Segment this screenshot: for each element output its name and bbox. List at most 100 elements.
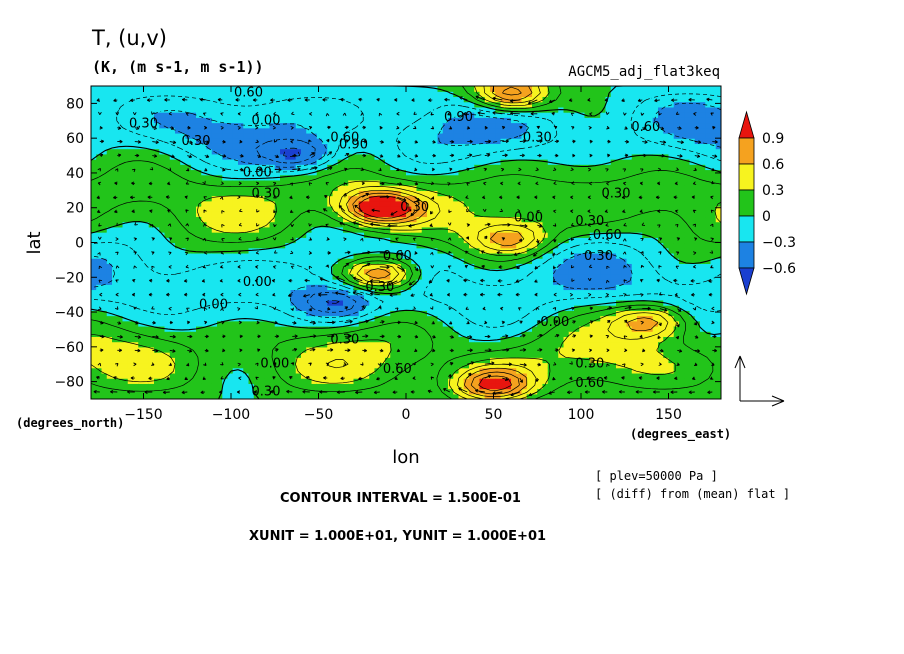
field-cell xyxy=(243,159,250,165)
field-cell xyxy=(358,284,365,291)
field-cell xyxy=(101,132,108,139)
field-cell xyxy=(437,226,444,233)
field-cell xyxy=(222,346,229,353)
field-cell xyxy=(196,91,202,98)
field-cell xyxy=(243,289,250,296)
field-cell xyxy=(264,367,271,374)
field-cell xyxy=(190,372,197,379)
field-cell xyxy=(227,341,234,348)
field-cell xyxy=(101,388,108,395)
field-cell xyxy=(133,331,139,337)
field-cell xyxy=(395,164,402,171)
field-cell xyxy=(442,237,449,244)
field-cell xyxy=(185,195,192,202)
field-cell xyxy=(416,310,423,317)
field-cell xyxy=(369,372,376,379)
field-cell xyxy=(248,252,255,259)
field-cell xyxy=(180,294,187,301)
field-cell xyxy=(385,362,391,369)
field-cell xyxy=(521,310,528,317)
field-cell xyxy=(453,122,460,129)
field-cell xyxy=(206,96,213,103)
field-cell xyxy=(196,185,202,191)
field-cell xyxy=(484,112,491,118)
field-cell xyxy=(112,325,118,332)
field-cell xyxy=(364,143,370,150)
field-cell xyxy=(227,367,234,374)
field-cell xyxy=(322,252,328,259)
field-cell xyxy=(453,378,460,384)
field-cell xyxy=(469,252,475,259)
field-cell xyxy=(469,320,475,327)
field-cell xyxy=(400,336,407,343)
field-cell xyxy=(117,336,124,343)
field-cell xyxy=(190,96,197,103)
field-cell xyxy=(511,226,517,233)
field-cell xyxy=(343,346,349,353)
field-cell xyxy=(311,216,318,223)
field-cell xyxy=(306,211,313,218)
field-cell xyxy=(448,383,454,390)
field-cell xyxy=(427,226,433,233)
field-cell xyxy=(474,138,481,144)
field-cell xyxy=(201,190,208,197)
field-cell xyxy=(311,242,318,249)
field-cell xyxy=(385,336,391,343)
field-cell xyxy=(295,279,302,285)
field-cell xyxy=(432,284,439,291)
field-cell xyxy=(432,247,439,254)
field-cell xyxy=(201,336,208,343)
field-cell xyxy=(390,127,397,134)
field-cell xyxy=(238,336,244,343)
field-cell xyxy=(453,310,460,317)
field-cell xyxy=(379,263,386,270)
field-cell xyxy=(101,138,108,144)
field-cell xyxy=(122,106,129,113)
field-cell xyxy=(453,289,460,296)
field-cell xyxy=(101,247,108,254)
field-cell xyxy=(500,185,507,191)
field-cell xyxy=(421,164,428,171)
field-cell xyxy=(521,96,528,103)
field-cell xyxy=(311,315,318,322)
field-cell xyxy=(364,258,370,264)
field-cell xyxy=(91,325,97,332)
field-cell xyxy=(343,299,349,306)
field-cell xyxy=(180,362,187,369)
field-cell xyxy=(500,179,507,186)
field-cell xyxy=(395,357,402,364)
field-cell xyxy=(332,138,339,144)
field-cell xyxy=(91,143,97,150)
field-cell xyxy=(400,299,407,306)
field-cell xyxy=(159,174,166,181)
field-cell xyxy=(238,200,244,207)
field-cell xyxy=(484,190,491,197)
field-cell xyxy=(259,372,265,379)
field-cell xyxy=(154,200,160,207)
field-cell xyxy=(301,190,307,197)
field-cell xyxy=(469,112,475,118)
field-cell xyxy=(227,185,234,191)
field-cell xyxy=(474,279,481,285)
field-cell xyxy=(521,91,528,98)
field-cell xyxy=(122,393,129,399)
field-cell xyxy=(521,284,528,291)
field-cell xyxy=(274,357,281,364)
field-cell xyxy=(138,174,145,181)
field-cell xyxy=(500,117,507,124)
field-cell xyxy=(369,325,376,332)
field-cell xyxy=(217,372,223,379)
field-cell xyxy=(374,378,381,384)
field-cell xyxy=(122,388,129,395)
field-cell xyxy=(364,159,370,165)
field-cell xyxy=(159,106,166,113)
field-cell xyxy=(322,367,328,374)
field-cell xyxy=(222,383,229,390)
field-cell xyxy=(295,96,302,103)
field-cell xyxy=(280,284,286,291)
field-cell xyxy=(201,388,208,395)
field-cell xyxy=(453,106,460,113)
field-cell xyxy=(442,325,449,332)
field-cell xyxy=(421,388,428,395)
field-cell xyxy=(148,164,155,171)
